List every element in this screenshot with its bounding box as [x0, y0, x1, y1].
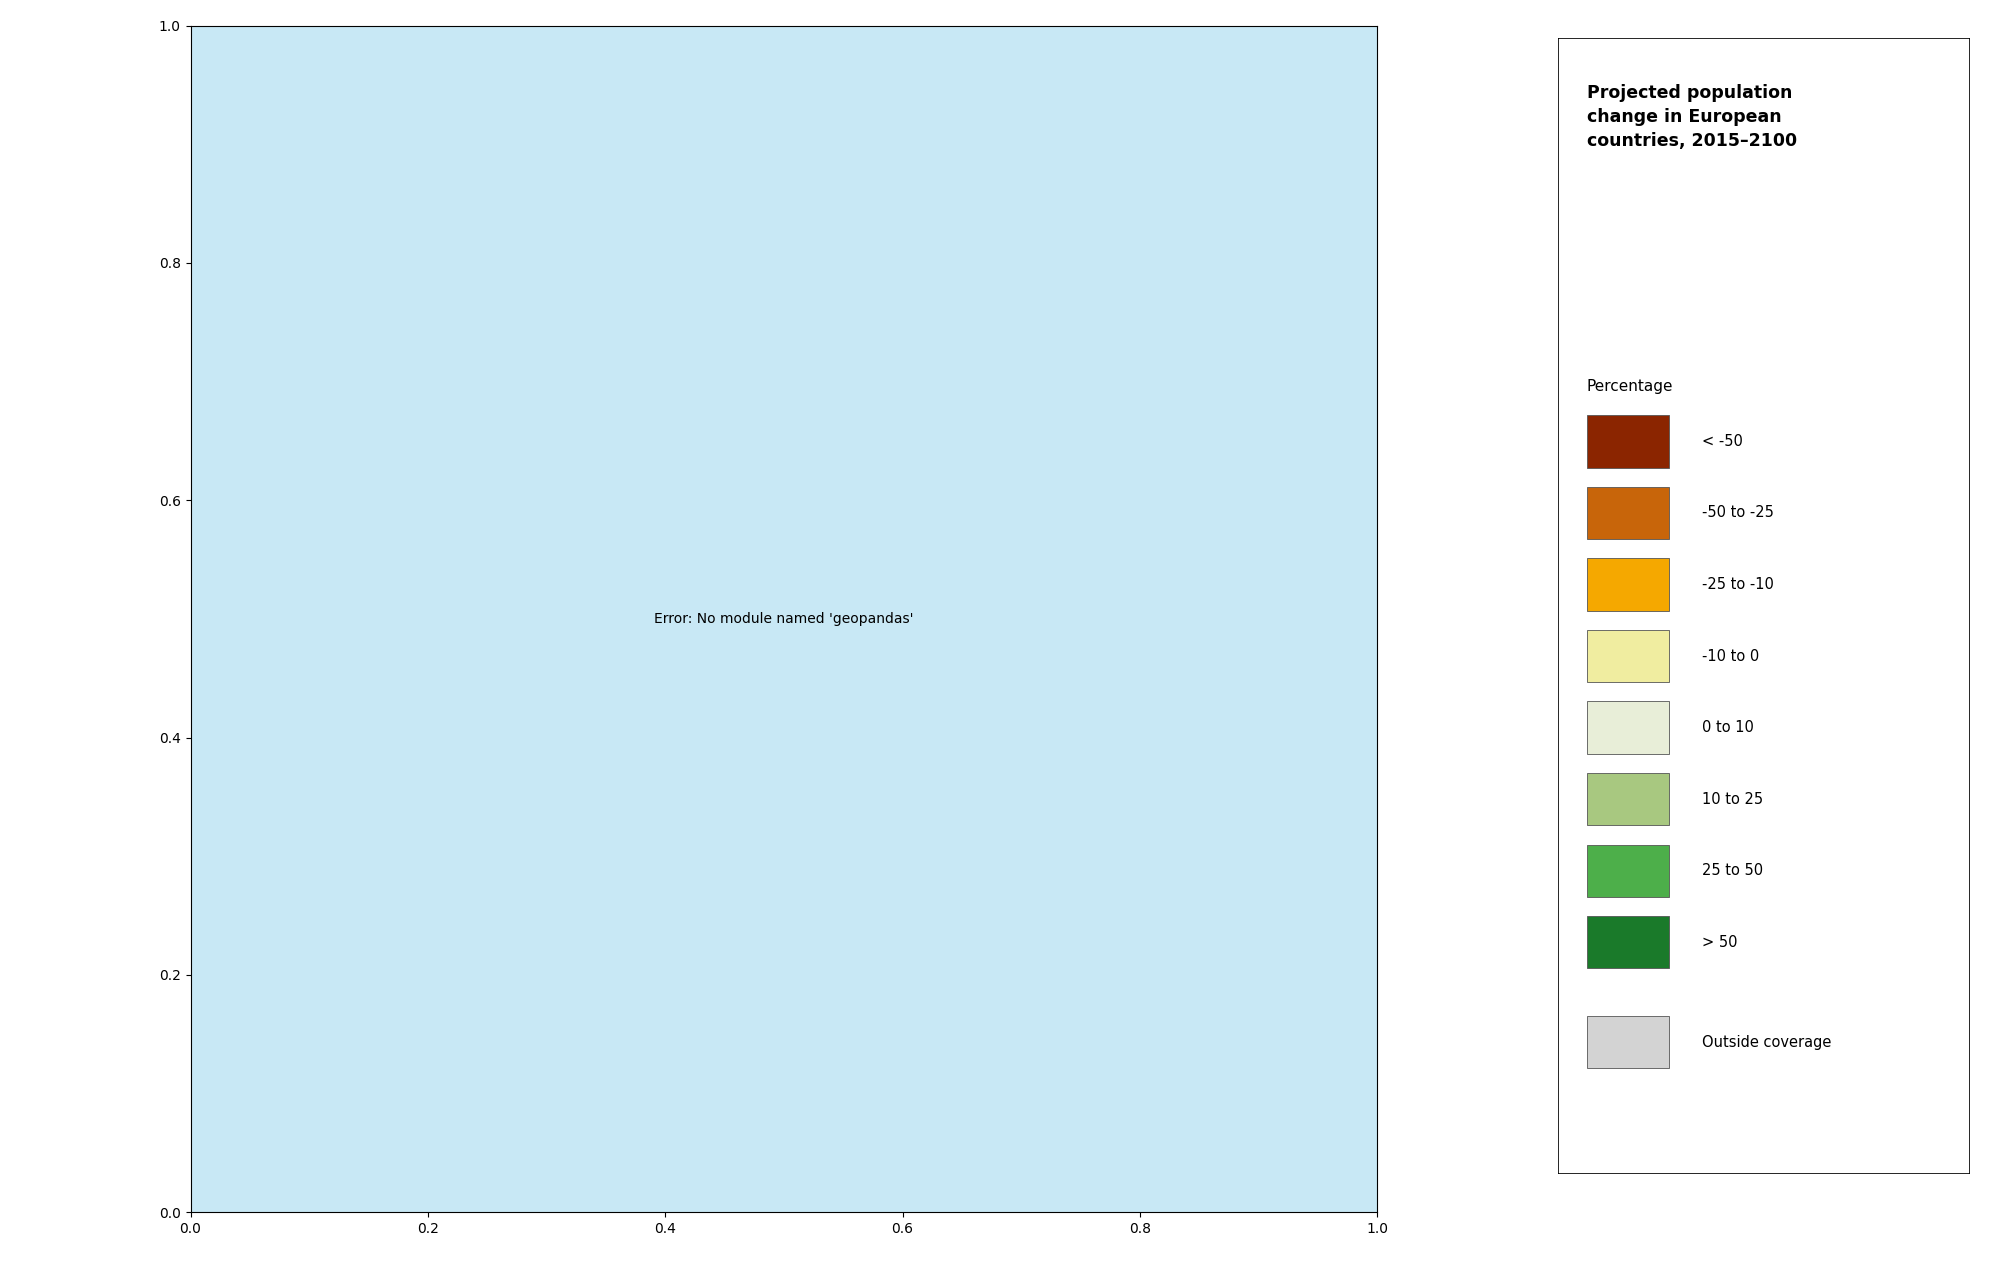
Bar [1586, 1016, 1668, 1068]
Text: > 50: > 50 [1702, 935, 1737, 949]
Bar [1586, 630, 1668, 683]
Text: -10 to 0: -10 to 0 [1702, 648, 1759, 664]
Text: Outside coverage: Outside coverage [1702, 1035, 1831, 1050]
Text: Projected population
change in European
countries, 2015–2100: Projected population change in European … [1586, 84, 1797, 151]
Bar [1586, 702, 1668, 754]
Bar [1586, 916, 1668, 968]
Text: 0 to 10: 0 to 10 [1702, 720, 1755, 735]
Text: 25 to 50: 25 to 50 [1702, 863, 1763, 878]
Text: < -50: < -50 [1702, 434, 1743, 449]
Bar [1586, 559, 1668, 611]
Bar [1586, 773, 1668, 826]
FancyBboxPatch shape [1558, 38, 1970, 1174]
Bar [1586, 415, 1668, 467]
Text: -50 to -25: -50 to -25 [1702, 505, 1775, 521]
Text: Error: No module named 'geopandas': Error: No module named 'geopandas' [653, 612, 915, 625]
Bar [1586, 845, 1668, 897]
Bar [1586, 487, 1668, 538]
Text: -25 to -10: -25 to -10 [1702, 577, 1775, 592]
Text: Percentage: Percentage [1586, 379, 1672, 394]
Text: 10 to 25: 10 to 25 [1702, 791, 1763, 806]
